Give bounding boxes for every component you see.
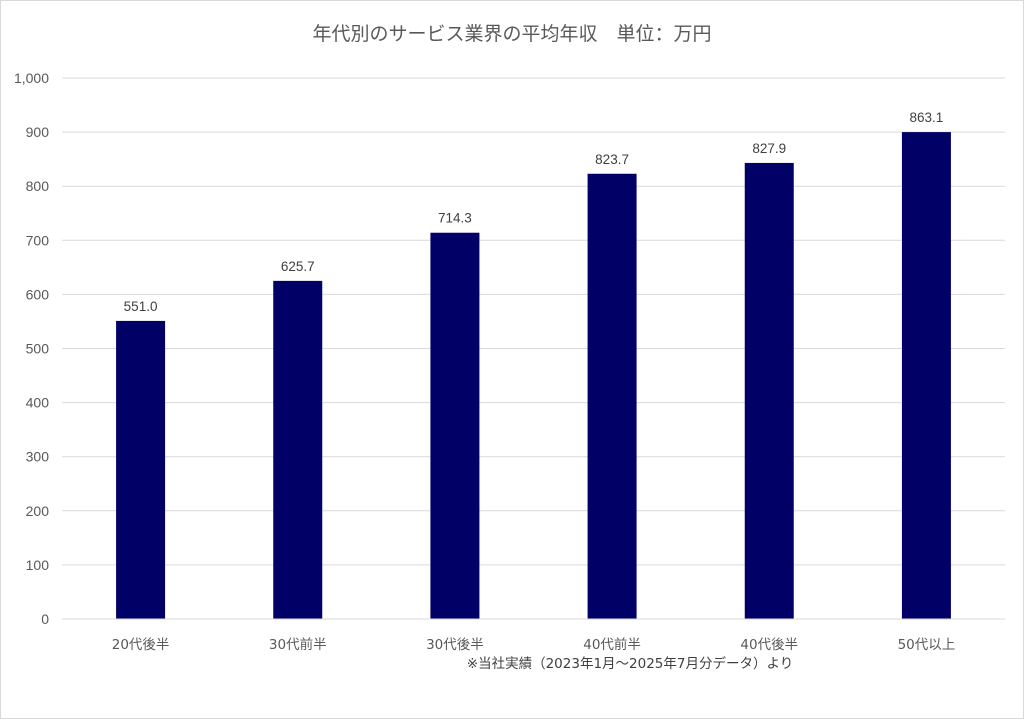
source-note: ※当社実績（2023年1月～2025年7月分データ）より bbox=[467, 655, 793, 672]
bar bbox=[744, 162, 794, 619]
y-tick-label: 200 bbox=[26, 503, 50, 519]
data-label: 551.0 bbox=[124, 299, 158, 314]
y-tick-label: 600 bbox=[26, 286, 50, 302]
data-label: 823.7 bbox=[595, 152, 629, 167]
y-tick-label: 300 bbox=[26, 449, 50, 465]
y-tick-label: 400 bbox=[26, 395, 50, 411]
x-axis: 20代後半 30代前半 30代後半 40代前半 40代後半 50代以上 bbox=[62, 618, 1005, 653]
y-tick-label: 700 bbox=[26, 232, 50, 248]
chart-title: 年代別のサービス業界の平均年収 単位：万円 bbox=[312, 23, 711, 45]
y-axis: 0 100 200 300 400 500 600 700 800 900 1,000 bbox=[14, 70, 49, 627]
bar bbox=[901, 132, 951, 619]
y-tick-label: 800 bbox=[26, 178, 50, 194]
data-label: 827.9 bbox=[752, 141, 786, 156]
category-label: 20代後半 bbox=[112, 637, 170, 653]
bar bbox=[116, 320, 166, 619]
y-tick-label: 100 bbox=[26, 557, 50, 573]
category-label: 30代前半 bbox=[269, 636, 327, 653]
y-tick-label: 1,000 bbox=[14, 70, 49, 86]
category-label: 30代後半 bbox=[426, 637, 484, 653]
category-label: 40代後半 bbox=[740, 637, 798, 653]
y-tick-label: 500 bbox=[26, 341, 50, 357]
data-labels: 551.0 625.7 714.3 823.7 827.9 863.1 bbox=[124, 110, 944, 314]
data-label: 714.3 bbox=[438, 211, 472, 226]
bar bbox=[430, 232, 480, 619]
bar bbox=[273, 280, 323, 619]
category-label: 40代前半 bbox=[583, 636, 641, 653]
data-label: 625.7 bbox=[281, 259, 315, 274]
gridlines bbox=[62, 77, 1005, 620]
y-tick-label: 0 bbox=[41, 611, 49, 627]
data-label: 863.1 bbox=[910, 110, 944, 125]
bars bbox=[116, 132, 951, 619]
bar bbox=[587, 173, 637, 619]
y-tick-label: 900 bbox=[26, 124, 50, 140]
category-label: 50代以上 bbox=[898, 637, 956, 653]
